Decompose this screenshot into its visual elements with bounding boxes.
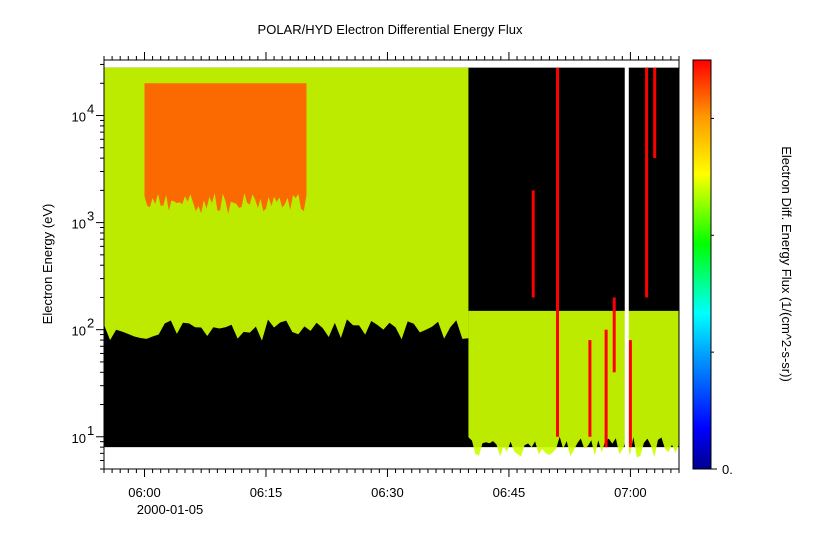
colorbar: 0.5×10710×10715×107 [692,59,733,477]
data-gap [624,60,629,469]
plot-area [103,59,680,470]
y-tick-exponent: 2 [87,316,94,331]
y-tick-label-group: 103 [72,209,95,232]
y-tick-label: 10 [72,217,86,232]
date-label: 2000-01-05 [137,502,204,517]
plot-frame [103,59,680,470]
x-tick-label: 06:30 [371,485,404,500]
colorbar-ticks: 0.5×10710×10715×107 [711,117,733,477]
y-tick-label-group: 102 [72,316,95,339]
flux-spike [531,190,535,298]
flux-spike [612,297,616,373]
y-tick-exponent: 1 [87,423,94,438]
y-tick-label-group: 101 [72,423,95,446]
spectrogram-spikes [531,67,657,448]
colorbar-tick-label: 0. [722,462,733,477]
y-tick-label: 10 [72,110,86,125]
colorbar-label: Electron Diff. Energy Flux (1/(cm^2-s-sr… [779,146,794,382]
flux-spike [628,340,632,448]
flux-spike [588,340,592,437]
flux-region [144,83,307,214]
x-tick-label: 06:45 [493,485,526,500]
x-tick-label: 06:15 [250,485,283,500]
y-axis-label: Electron Energy (eV) [40,204,55,325]
y-tick-label-group: 104 [72,102,95,125]
x-tick-label: 07:00 [614,485,647,500]
y-tick-exponent: 3 [87,209,94,224]
chart-title: POLAR/HYD Electron Differential Energy F… [258,22,523,37]
flux-spike [645,67,649,298]
flux-spike [556,67,560,437]
flux-spike [604,329,608,448]
x-tick-label: 06:00 [128,485,161,500]
spectrogram-heatmap [104,60,679,469]
y-tick-label: 10 [72,431,86,446]
y-tick-exponent: 4 [87,102,94,117]
flux-region [468,310,679,458]
colorbar-gradient [692,59,712,470]
y-tick-label: 10 [72,324,86,339]
x-axis: 06:00 06:15 06:30 06:45 07:00 [103,52,680,500]
flux-spike [653,67,657,159]
